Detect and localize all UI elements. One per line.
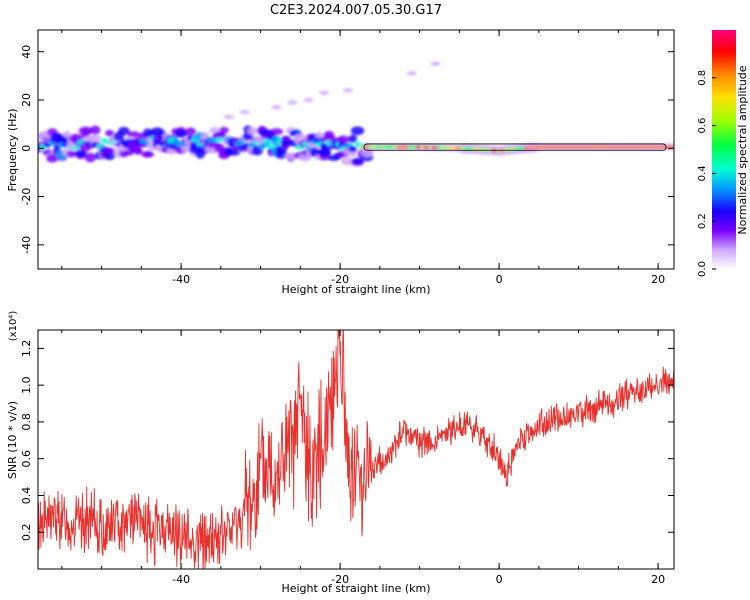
heat-blob (317, 148, 331, 157)
heat-blob (74, 149, 87, 158)
heat-core (343, 142, 353, 149)
heat-speck (287, 100, 298, 105)
y-tick-label: 1.0 (20, 376, 33, 394)
heat-blob (348, 134, 358, 143)
heat-blob (85, 152, 96, 163)
colorbar-gradient (712, 30, 736, 269)
spectrogram-ylabel: Frequency (Hz) (6, 109, 19, 192)
y-tick-label: 0.4 (20, 487, 33, 505)
x-tick-label: -20 (331, 573, 349, 586)
y-tick-label: -40 (20, 236, 33, 254)
snr-xlabel: Height of straight line (km) (281, 582, 430, 595)
y-tick-label: 0 (20, 145, 33, 152)
heat-core (263, 139, 271, 144)
spectrogram-frame (37, 29, 675, 270)
y-tick-label: 0.8 (20, 413, 33, 431)
heat-blob (104, 147, 115, 154)
heat-blob (314, 136, 325, 145)
heat-core (153, 139, 162, 144)
x-tick-label: 20 (651, 273, 665, 286)
x-tick-label: -40 (172, 573, 190, 586)
heat-speck (319, 90, 330, 95)
x-tick-label: 20 (651, 573, 665, 586)
heat-blob (219, 126, 229, 134)
heat-blob (174, 129, 188, 138)
heat-blob (269, 128, 284, 136)
y-tick-label: 0.2 (20, 523, 33, 541)
snr-line (38, 330, 674, 569)
spectrogram-panel: -40 -20 0 20 -40 -20 0 20 40 Height of straight … (6, 29, 675, 296)
colorbar-ticks: 0.0 0.2 0.4 0.6 0.8 (697, 70, 716, 277)
y-tick-label: 0.6 (20, 450, 33, 468)
heat-blob (133, 148, 143, 155)
heat-speck (430, 61, 441, 66)
heat-blob (141, 151, 154, 158)
chart-title: C2E3.2024.007.05.30.G17 (270, 3, 442, 18)
x-tick-label: 0 (496, 273, 503, 286)
heat-blob (81, 128, 90, 139)
snr-multiplier: (x10⁴) (8, 311, 19, 342)
heat-blobs (38, 61, 674, 166)
heat-blob (105, 129, 114, 137)
y-tick-label: 1.2 (20, 340, 33, 358)
heat-core (139, 138, 147, 144)
ridge-outline (363, 143, 667, 151)
y-tick-label: 40 (20, 45, 33, 59)
heat-blob (46, 154, 59, 163)
heat-speck (343, 88, 354, 93)
snr-panel: -40 -20 0 20 0.2 0.4 0.6 0.8 1.0 1.2 (x10⁴) Heigh… (6, 311, 675, 595)
heat-blob (336, 135, 350, 144)
colorbar-tick-label: 0.4 (697, 165, 708, 181)
y-tick-label: 20 (20, 93, 33, 107)
x-tick-label: -40 (172, 273, 190, 286)
heat-speck (303, 97, 314, 103)
heat-speck (406, 71, 417, 76)
snr-series-line (38, 330, 674, 569)
x-tick-label: 0 (496, 573, 503, 586)
heat-blob (209, 127, 220, 134)
heat-core (234, 141, 243, 147)
snr-frame (37, 329, 675, 570)
heat-blob (118, 126, 130, 136)
heat-blob (350, 126, 365, 136)
heat-blob (89, 134, 102, 143)
colorbar-tick-label: 0.2 (697, 213, 708, 229)
heat-blob (185, 127, 197, 137)
heat-core (301, 141, 309, 147)
colorbar-label: Normalized spectral amplitude (736, 65, 749, 234)
heat-core (266, 144, 277, 149)
heat-blob (66, 150, 77, 158)
colorbar: 0.0 0.2 0.4 0.6 0.8 Normalized spectral ampl… (697, 30, 749, 277)
snr-ylabel: SNR (10 * v/v) (6, 401, 19, 479)
y-tick-label: -20 (20, 188, 33, 206)
heat-blob (226, 148, 241, 156)
heat-blob (90, 125, 101, 135)
x-tick-label: -20 (331, 273, 349, 286)
colorbar-tick-label: 0.6 (697, 118, 708, 134)
heat-core (349, 146, 357, 152)
spectrogram-axes: -40 -20 0 20 -40 -20 0 20 40 (20, 30, 674, 286)
snr-axes: -40 -20 0 20 0.2 0.4 0.6 0.8 1.0 1.2 (20, 330, 674, 586)
heat-blob (348, 150, 358, 157)
heat-speck (239, 109, 250, 115)
heat-blob (126, 131, 141, 138)
heat-blob (315, 131, 324, 139)
colorbar-tick-label: 0.8 (697, 70, 708, 86)
heat-blob (284, 152, 298, 160)
colorbar-tick-label: 0.0 (697, 261, 708, 277)
heat-speck (223, 114, 234, 120)
heat-speck (271, 105, 282, 110)
heat-core (158, 141, 166, 147)
heat-blob (323, 130, 335, 140)
heat-blob (62, 130, 71, 138)
spectrogram-heat (38, 61, 674, 166)
heat-blob (351, 157, 364, 165)
spectrogram-xlabel: Height of straight line (km) (281, 283, 430, 296)
heat-blob (247, 126, 258, 136)
